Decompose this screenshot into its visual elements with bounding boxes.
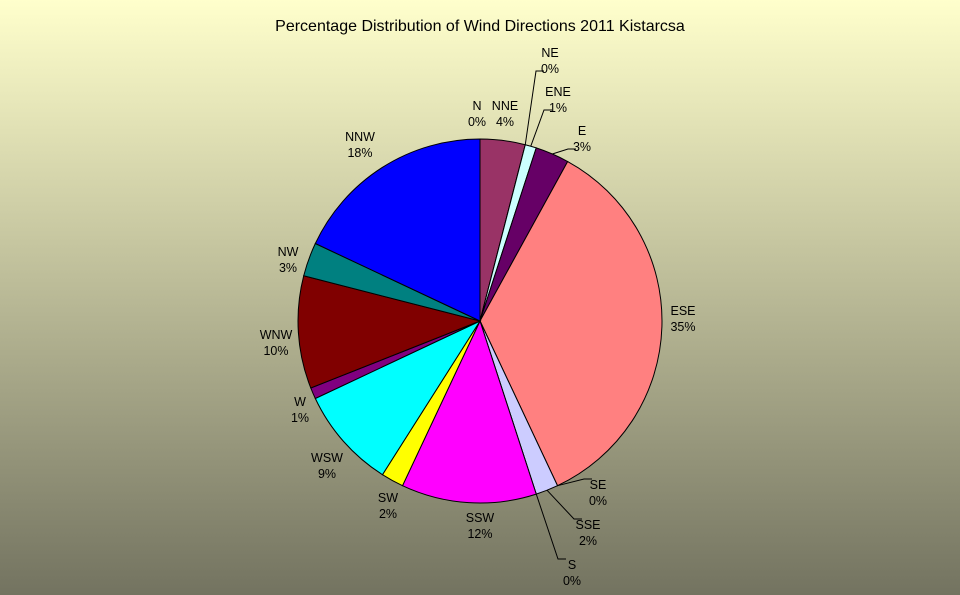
slice-category-label: NNE	[492, 99, 518, 113]
pie-slice	[297, 275, 482, 389]
slice-category-label: NW	[278, 245, 299, 259]
slice-category-label: SE	[590, 478, 607, 492]
slice-value-label: 10%	[263, 344, 288, 358]
slice-category-label: ESE	[670, 304, 695, 318]
slice-category-label: N	[472, 99, 481, 113]
slice-category-label: ENE	[545, 85, 571, 99]
slice-value-label: 9%	[318, 467, 336, 481]
leader-line	[546, 489, 582, 520]
slice-category-label: SW	[378, 491, 398, 505]
slice-value-label: 0%	[468, 115, 486, 129]
leader-line	[557, 478, 592, 487]
leader-line	[535, 493, 566, 560]
pie-slice	[401, 319, 537, 504]
slice-value-label: 12%	[467, 527, 492, 541]
slice-value-label: 0%	[541, 62, 559, 76]
slice-category-label: E	[578, 124, 586, 138]
slice-category-label: S	[568, 558, 576, 572]
pie-slice	[479, 160, 663, 487]
pie-slice	[314, 319, 482, 476]
slice-value-label: 3%	[279, 261, 297, 275]
slice-value-label: 2%	[579, 534, 597, 548]
leader-line	[530, 109, 552, 147]
slice-category-label: SSE	[575, 518, 600, 532]
slice-value-label: 35%	[670, 320, 695, 334]
slice-category-label: WNW	[260, 328, 293, 342]
slice-category-label: NNW	[345, 130, 375, 144]
slice-value-label: 0%	[589, 494, 607, 508]
slice-category-label: NE	[541, 46, 558, 60]
slice-value-label: 4%	[496, 115, 514, 129]
slice-value-label: 18%	[347, 146, 372, 160]
pie-slice	[314, 138, 481, 322]
slice-value-label: 1%	[291, 411, 309, 425]
slice-value-label: 1%	[549, 101, 567, 115]
slice-value-label: 2%	[379, 507, 397, 521]
slice-value-label: 3%	[573, 140, 591, 154]
chart-title: Percentage Distribution of Wind Directio…	[275, 18, 685, 35]
slice-category-label: W	[294, 395, 306, 409]
slice-value-label: 0%	[563, 574, 581, 588]
slice-category-label: SSW	[466, 511, 495, 525]
leader-line	[552, 148, 576, 155]
leader-line	[524, 70, 544, 145]
slice-category-label: WSW	[311, 451, 343, 465]
